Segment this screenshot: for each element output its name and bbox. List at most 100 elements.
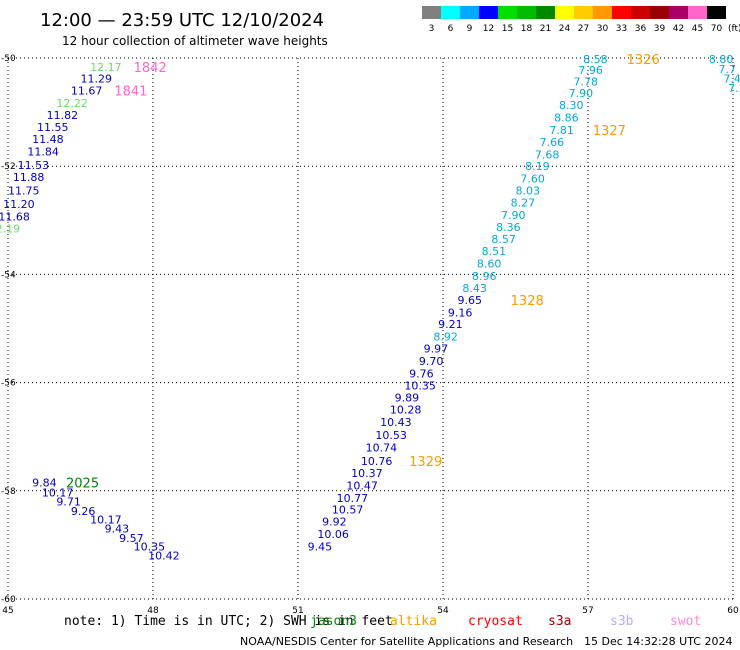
swh-value-label: 7.90 xyxy=(501,209,526,222)
scale-swatch xyxy=(707,6,726,19)
swh-value-label: 7.81 xyxy=(549,124,574,137)
swh-value-label: 9.26 xyxy=(71,505,96,518)
swh-value-label: 9.70 xyxy=(419,355,444,368)
swh-value-label: 10.77 xyxy=(337,492,369,505)
swh-value-label: 8.96 xyxy=(472,270,497,283)
satellite-s3a: s3a xyxy=(548,614,571,629)
scale-label: 33 xyxy=(616,24,627,34)
scale-label: 12 xyxy=(483,24,494,34)
x-tick-label: 57 xyxy=(582,606,593,616)
swh-value-label: 10.43 xyxy=(380,416,412,429)
x-tick-label: 60 xyxy=(727,606,739,616)
swh-value-label: 9.76 xyxy=(409,367,434,380)
swh-value-label: 10.35 xyxy=(404,379,436,392)
swh-value-label: 11.88 xyxy=(13,171,45,184)
scale-label: 70 xyxy=(711,24,723,34)
swh-value-label: 11.67 xyxy=(71,84,103,97)
swh-value-label: 8.60 xyxy=(477,258,502,271)
swh-value-label: 9.71 xyxy=(56,496,80,509)
y-tick-label: -60 xyxy=(1,595,16,605)
swh-value-label: 8.27 xyxy=(511,196,535,209)
swh-value-label: 7.78 xyxy=(574,75,599,88)
y-tick-label: -56 xyxy=(1,379,16,389)
pass-time-label: 1326 xyxy=(627,53,660,68)
swh-value-label: 11.68 xyxy=(0,211,30,224)
x-tick-label: 48 xyxy=(147,606,159,616)
swh-value-label: 7.96 xyxy=(578,64,603,77)
swh-value-label: 8.92 xyxy=(433,331,458,344)
swh-value-label: 11.55 xyxy=(37,121,69,134)
swh-value-label: 10.47 xyxy=(346,479,378,492)
satellite-s3b: s3b xyxy=(610,614,634,629)
y-tick-label: -50 xyxy=(1,54,16,64)
satellite-altika: altika xyxy=(390,614,437,629)
scale-label: 15 xyxy=(502,24,513,34)
swh-value-label: 10.37 xyxy=(351,467,383,480)
scale-label: 6 xyxy=(448,24,454,34)
pass-time-label: 1328 xyxy=(511,294,544,309)
swh-value-label: 8.36 xyxy=(496,221,520,234)
swh-value-label: 9.92 xyxy=(322,516,347,529)
swh-value-label: 7.3 xyxy=(728,82,740,95)
swh-value-label: 11.75 xyxy=(8,185,40,198)
satellite-cryosat: cryosat xyxy=(468,614,523,629)
swh-value-label: 9.89 xyxy=(395,392,420,405)
scale-label: 24 xyxy=(559,24,571,34)
swh-value-label: 7.90 xyxy=(569,87,594,100)
swh-value-label: 10.06 xyxy=(317,528,349,541)
swh-value-label: 10.57 xyxy=(332,504,364,517)
swh-value-label: 10.17 xyxy=(90,513,122,526)
x-tick-label: 45 xyxy=(2,606,13,616)
scale-unit: (ft) xyxy=(728,24,740,34)
scale-swatch xyxy=(612,6,631,19)
pass-time-label: 1841 xyxy=(114,84,147,99)
swh-value-label: 11.82 xyxy=(47,109,79,122)
swh-value-label: 8.80 xyxy=(709,53,734,66)
x-tick-label: 54 xyxy=(437,606,449,616)
swh-value-label: 11.53 xyxy=(18,159,49,172)
swh-value-label: 9.21 xyxy=(438,318,463,331)
swh-value-label: 9.65 xyxy=(458,294,483,307)
scale-label: 42 xyxy=(673,24,684,34)
swh-value-label: 8.58 xyxy=(583,53,608,66)
y-tick-label: -52 xyxy=(1,162,16,172)
swh-value-label: 9.45 xyxy=(308,541,333,554)
scale-label: 9 xyxy=(467,24,473,34)
swh-value-label: 12.17 xyxy=(90,61,122,74)
scale-swatch xyxy=(631,6,650,19)
y-tick-label: -54 xyxy=(1,270,16,280)
swh-value-label: 9.84 xyxy=(32,477,57,490)
scale-swatch xyxy=(517,6,536,19)
swh-value-label: 11.29 xyxy=(81,73,113,86)
swh-value-label: 8.43 xyxy=(462,282,487,295)
plot-grid xyxy=(7,57,734,600)
scale-swatch xyxy=(593,6,612,19)
swh-value-label: 7.68 xyxy=(535,148,560,161)
swh-value-label: 10.76 xyxy=(361,455,393,468)
swh-value-label: 10.17 xyxy=(42,486,73,499)
swh-value-label: 9.57 xyxy=(119,532,143,545)
swh-value-label: 7.4 xyxy=(723,73,740,86)
x-tick-label: 51 xyxy=(292,606,303,616)
swh-value-label: 8.86 xyxy=(554,112,579,125)
satellite-jason3: jason3 xyxy=(310,614,357,629)
swh-value-label: 11.84 xyxy=(27,146,59,159)
swh-value-label: 12.22 xyxy=(56,97,87,110)
scale-label: 3 xyxy=(429,24,435,34)
scale-label: 27 xyxy=(578,24,589,34)
swh-value-label: 12.19 xyxy=(0,222,20,235)
swh-value-label: 8.51 xyxy=(482,245,507,258)
page-title: 12:00 — 23:59 UTC 12/10/2024 xyxy=(40,10,324,31)
pass-time-label: 1842 xyxy=(134,61,167,76)
swh-value-label: 10.28 xyxy=(390,404,422,417)
swh-value-label: 8.57 xyxy=(491,233,516,246)
swh-value-label: 8.19 xyxy=(525,160,550,173)
generated-timestamp: 15 Dec 14:32:28 UTC 2024 xyxy=(584,635,732,648)
satellite-legend: jason3 altika cryosat s3a s3b swot xyxy=(310,614,701,629)
y-tick-label: -58 xyxy=(1,487,16,497)
pass-time-label: 1327 xyxy=(593,124,626,139)
scale-swatch xyxy=(688,6,707,19)
